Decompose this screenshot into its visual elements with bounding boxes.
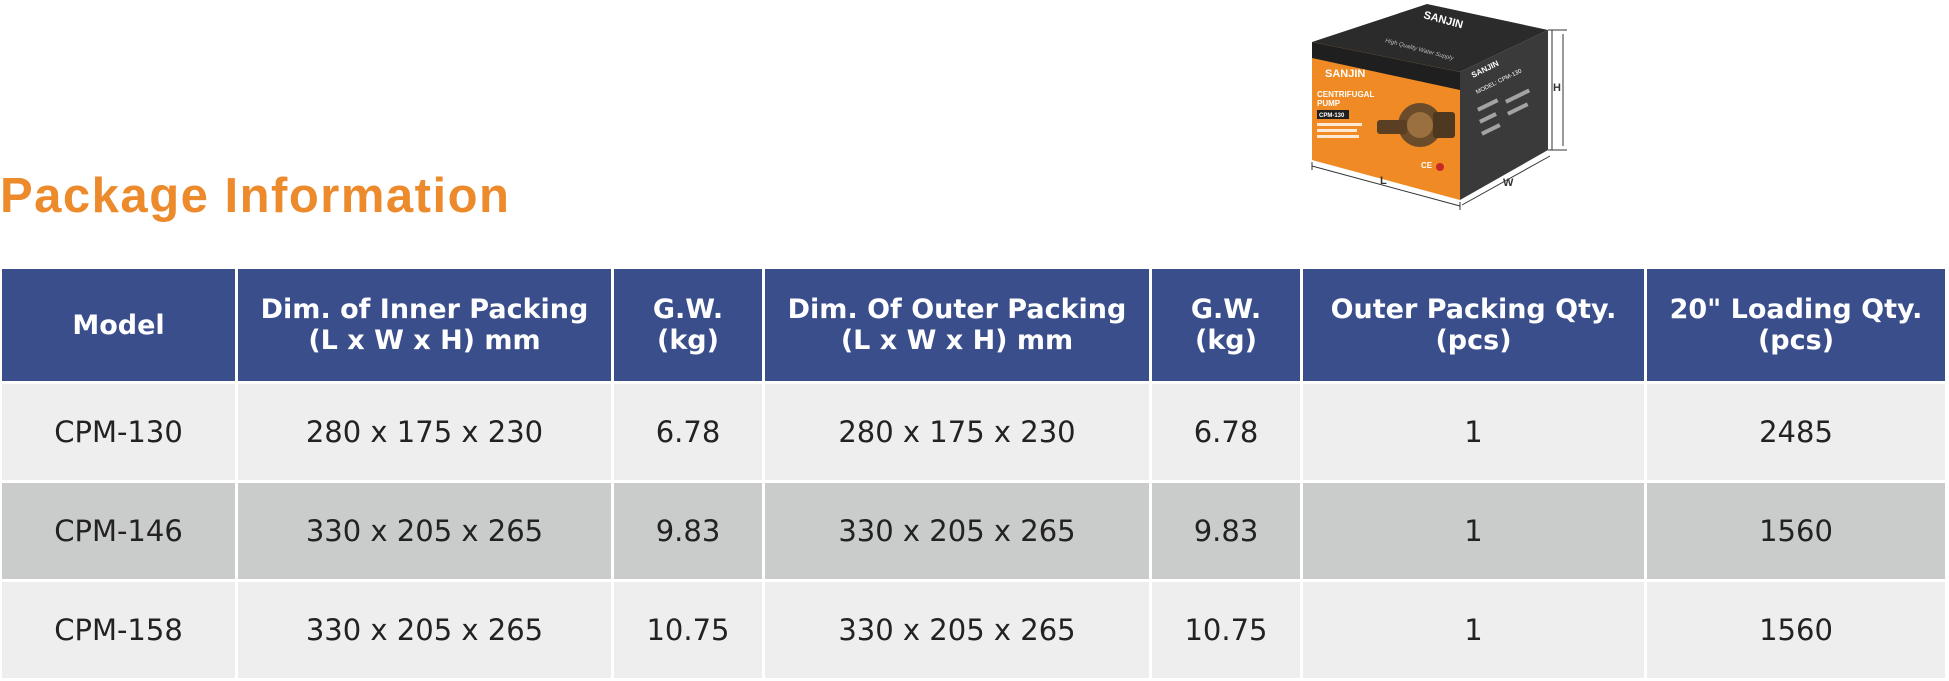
cell-inner-gw: 9.83 (614, 483, 762, 579)
cell-inner-gw: 10.75 (614, 582, 762, 678)
cell-model: CPM-158 (2, 582, 235, 678)
box-top-face (1312, 4, 1548, 72)
header-outer-dim: Dim. Of Outer Packing (L x W x H) mm (765, 269, 1149, 381)
cell-model: CPM-146 (2, 483, 235, 579)
box-brand: SANJIN (1325, 68, 1365, 80)
cell-outer-gw: 10.75 (1152, 582, 1300, 678)
box-product-line2: PUMP (1317, 99, 1341, 108)
cell-outer-dim: 280 x 175 x 230 (765, 384, 1149, 480)
package-info-table: Model Dim. of Inner Packing (L x W x H) m… (0, 266, 1948, 681)
box-side-face (1460, 30, 1548, 200)
table-header-row: Model Dim. of Inner Packing (L x W x H) m… (2, 269, 1945, 381)
dim-label-width: W (1503, 177, 1514, 189)
header-outer-gw: G.W. (kg) (1152, 269, 1300, 381)
cell-inner-dim: 330 x 205 x 265 (238, 483, 611, 579)
header-outer-qty: Outer Packing Qty. (pcs) (1303, 269, 1644, 381)
box-product-line1: CENTRIFUGAL (1317, 90, 1374, 99)
cell-loading-qty: 2485 (1647, 384, 1945, 480)
pump-icon (1377, 103, 1455, 147)
cell-outer-dim: 330 x 205 x 265 (765, 483, 1149, 579)
cell-inner-dim: 280 x 175 x 230 (238, 384, 611, 480)
ce-mark-icon: CE (1421, 161, 1433, 170)
header-model: Model (2, 269, 235, 381)
page-title: Package Information (0, 169, 511, 223)
table-row: CPM-158 330 x 205 x 265 10.75 330 x 205 … (2, 582, 1945, 678)
cell-loading-qty: 1560 (1647, 483, 1945, 579)
cell-outer-dim: 330 x 205 x 265 (765, 582, 1149, 678)
table-row: CPM-146 330 x 205 x 265 9.83 330 x 205 x… (2, 483, 1945, 579)
dim-label-height: H (1553, 82, 1561, 94)
cell-inner-gw: 6.78 (614, 384, 762, 480)
table-row: CPM-130 280 x 175 x 230 6.78 280 x 175 x… (2, 384, 1945, 480)
box-front-band (1312, 42, 1460, 90)
header-inner-gw: G.W. (kg) (614, 269, 762, 381)
box-model-badge-bg (1317, 110, 1349, 119)
package-box-image: SANJIN CENTRIFUGAL PUMP CPM-130 High Qua… (1311, 4, 1567, 210)
header-loading-qty: 20" Loading Qty. (pcs) (1647, 269, 1945, 381)
cell-outer-qty: 1 (1303, 582, 1644, 678)
dim-label-length: L (1380, 175, 1387, 187)
cell-inner-dim: 330 x 205 x 265 (238, 582, 611, 678)
cert-icon (1436, 163, 1444, 171)
cell-outer-qty: 1 (1303, 384, 1644, 480)
cell-loading-qty: 1560 (1647, 582, 1945, 678)
cell-model: CPM-130 (2, 384, 235, 480)
header-inner-dim: Dim. of Inner Packing (L x W x H) mm (238, 269, 611, 381)
cell-outer-gw: 9.83 (1152, 483, 1300, 579)
box-model-badge: CPM-130 (1319, 113, 1345, 119)
cell-outer-gw: 6.78 (1152, 384, 1300, 480)
cell-outer-qty: 1 (1303, 483, 1644, 579)
